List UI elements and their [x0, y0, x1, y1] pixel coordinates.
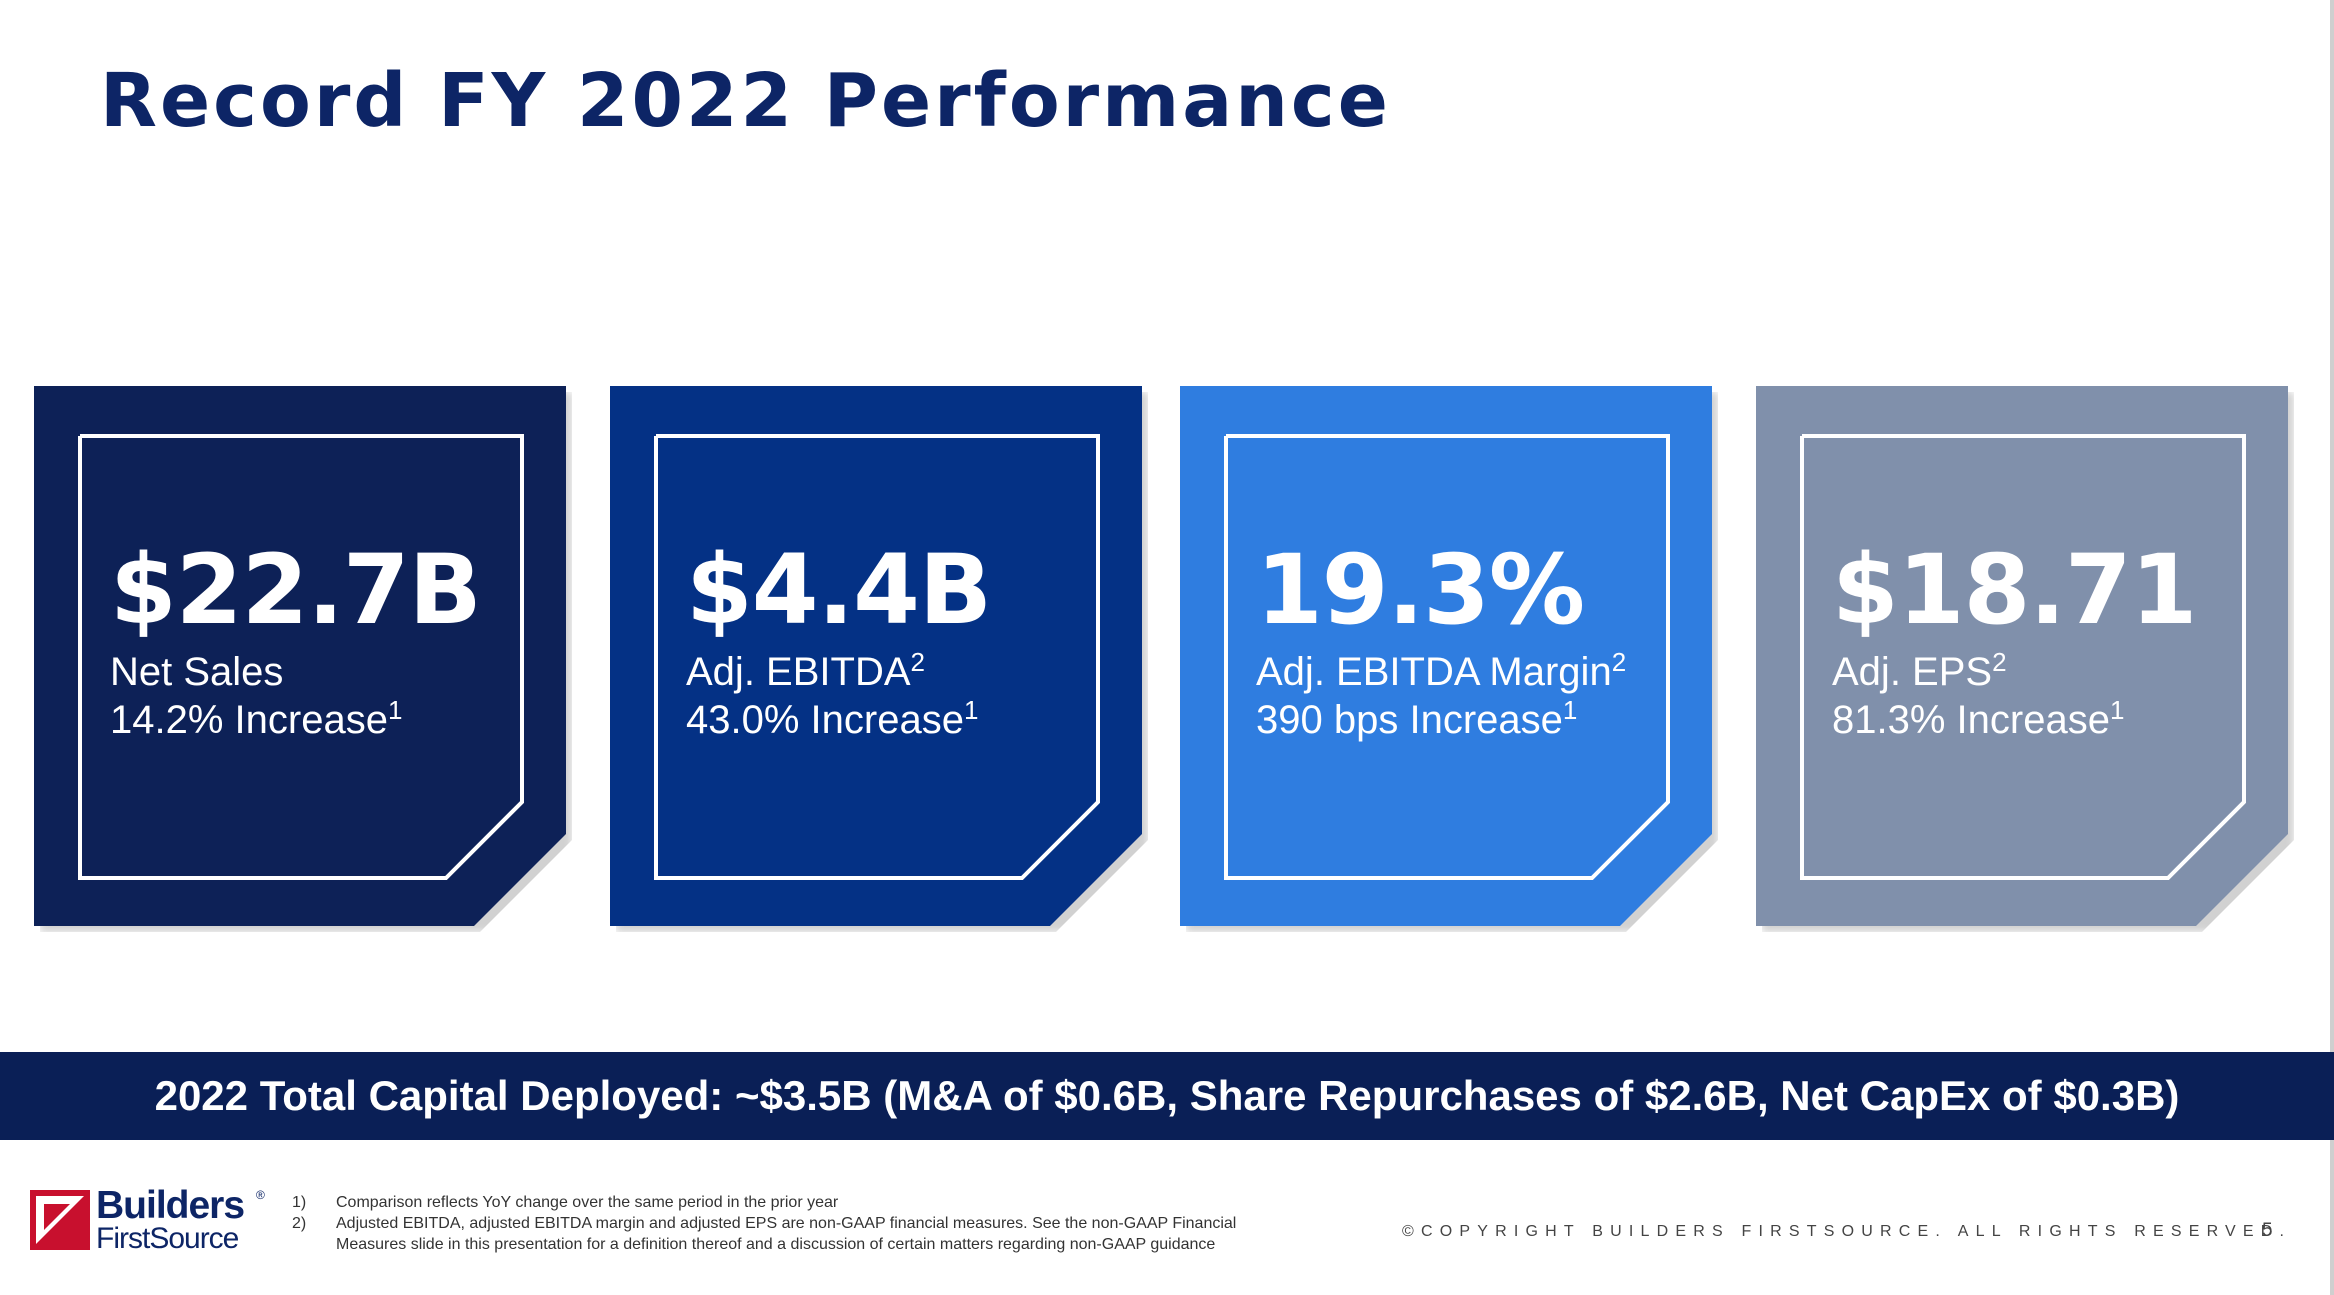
kpi-change-footnote-ref: 1 — [1562, 695, 1578, 725]
kpi-value: $22.7B — [110, 534, 482, 646]
logo-mark-icon — [30, 1190, 90, 1250]
kpi-card-frame — [1800, 434, 2246, 880]
kpi-label-text: Adj. EBITDA — [686, 650, 911, 694]
capital-deployed-banner: 2022 Total Capital Deployed: ~$3.5B (M&A… — [0, 1052, 2334, 1140]
kpi-value: 19.3% — [1256, 534, 1585, 646]
kpi-change-text: 43.0% Increase — [686, 698, 964, 742]
kpi-value: $18.71 — [1832, 534, 2197, 646]
logo-registered-mark: ® — [256, 1188, 265, 1202]
kpi-card-background — [610, 386, 1142, 926]
kpi-change: 14.2% Increase1 — [110, 696, 402, 744]
kpi-change: 43.0% Increase1 — [686, 696, 978, 744]
footnote-text: Comparison reflects YoY change over the … — [336, 1194, 839, 1211]
footnote-text: Adjusted EBITDA, adjusted EBITDA margin … — [336, 1215, 1237, 1232]
kpi-change-footnote-ref: 1 — [963, 695, 979, 725]
kpi-change: 390 bps Increase1 — [1256, 696, 1577, 744]
kpi-label: Adj. EBITDA Margin2 — [1256, 648, 1626, 696]
page-number: 5 — [2262, 1220, 2273, 1241]
footnote-text: Measures slide in this presentation for … — [336, 1236, 1216, 1253]
kpi-card-frame — [78, 434, 524, 880]
kpi-change-text: 390 bps Increase — [1256, 698, 1563, 742]
logo-text-line2: FirstSource — [96, 1222, 239, 1255]
slide-title: Record FY 2022 Performance — [100, 58, 1391, 144]
kpi-label: Adj. EBITDA2 — [686, 648, 925, 696]
kpi-card-adj-ebitda-margin: 19.3% Adj. EBITDA Margin2 390 bps Increa… — [1180, 386, 1712, 926]
kpi-value: $4.4B — [686, 534, 992, 646]
footnote-number: 1) — [292, 1194, 307, 1211]
kpi-card-adj-eps: $18.71 Adj. EPS2 81.3% Increase1 — [1756, 386, 2288, 926]
logo-text-line1: Builders — [96, 1184, 245, 1227]
kpi-label: Adj. EPS2 — [1832, 648, 2007, 696]
footnote-number: 2) — [292, 1215, 307, 1232]
kpi-change: 81.3% Increase1 — [1832, 696, 2124, 744]
kpi-card-background — [1180, 386, 1712, 926]
kpi-card-background — [34, 386, 566, 926]
copyright-notice: ©COPYRIGHT BUILDERS FIRSTSOURCE. ALL RIG… — [1402, 1223, 2292, 1240]
slide-edge-line — [2330, 0, 2334, 1295]
footnote-item: 1) Comparison reflects YoY change over t… — [292, 1192, 1236, 1213]
kpi-label-text: Adj. EBITDA Margin — [1256, 650, 1612, 694]
kpi-label-footnote-ref: 2 — [1992, 647, 2007, 677]
kpi-label-text: Adj. EPS — [1832, 650, 1993, 694]
kpi-label-footnote-ref: 2 — [910, 647, 925, 677]
kpi-label: Net Sales — [110, 648, 283, 696]
footnote-item: Measures slide in this presentation for … — [292, 1234, 1236, 1255]
kpi-change-footnote-ref: 1 — [2109, 695, 2125, 725]
kpi-card-frame — [1224, 434, 1670, 880]
kpi-change-text: 14.2% Increase — [110, 698, 388, 742]
footnotes: 1) Comparison reflects YoY change over t… — [292, 1192, 1236, 1255]
company-logo: Builders ® FirstSource — [30, 1184, 270, 1255]
kpi-change-footnote-ref: 1 — [387, 695, 403, 725]
kpi-card-adj-ebitda: $4.4B Adj. EBITDA2 43.0% Increase1 — [610, 386, 1142, 926]
kpi-change-text: 81.3% Increase — [1832, 698, 2110, 742]
footnote-item: 2) Adjusted EBITDA, adjusted EBITDA marg… — [292, 1213, 1236, 1234]
kpi-card-frame — [654, 434, 1100, 880]
kpi-label-footnote-ref: 2 — [1611, 647, 1627, 677]
kpi-label-text: Net Sales — [110, 650, 284, 694]
kpi-card-background — [1756, 386, 2288, 926]
kpi-card-net-sales: $22.7B Net Sales 14.2% Increase1 — [34, 386, 566, 926]
